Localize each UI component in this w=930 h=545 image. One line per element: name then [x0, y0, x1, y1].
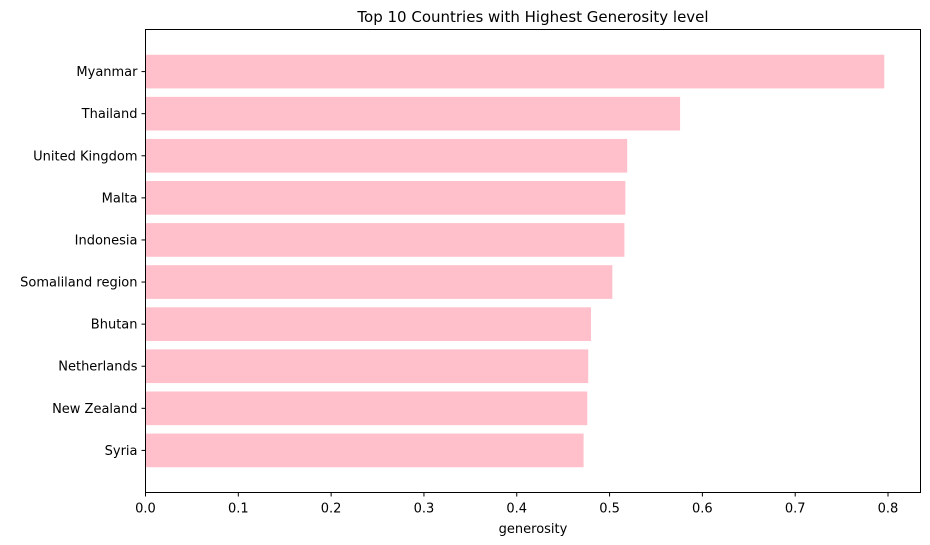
x-tick-label: 0.2	[321, 502, 342, 517]
x-axis: 0.0 0.1 0.2 0.3 0.4 0.5 0.6 0.7 0.8	[135, 492, 899, 517]
x-tick-label: 0.1	[228, 502, 249, 517]
x-tick-label: 0.7	[785, 502, 806, 517]
y-tick-label: Indonesia	[75, 233, 138, 248]
bar-indonesia	[145, 223, 625, 257]
plot-frame	[145, 29, 921, 493]
bar-thailand	[145, 96, 681, 131]
y-tick-label: Myanmar	[76, 65, 138, 80]
y-tick-label: Syria	[105, 444, 138, 459]
y-tick-label: Malta	[102, 191, 138, 206]
y-tick-label: Thailand	[81, 107, 138, 122]
y-tick-label: Bhutan	[91, 318, 138, 333]
x-axis-label: generosity	[499, 522, 568, 537]
bars-group	[145, 54, 885, 468]
x-tick-label: 0.4	[506, 502, 527, 517]
x-tick-label: 0.3	[414, 502, 435, 517]
bar-syria	[145, 433, 584, 468]
x-tick-label: 0.5	[599, 502, 620, 517]
bar-somaliland-region	[145, 265, 613, 299]
y-tick-label: United Kingdom	[33, 149, 137, 164]
bar-netherlands	[145, 349, 589, 384]
y-tick-label: New Zealand	[52, 402, 137, 417]
bar-new-zealand	[145, 391, 588, 426]
y-tick-label: Netherlands	[58, 360, 137, 375]
x-tick-label: 0.8	[878, 502, 899, 517]
bar-malta	[145, 181, 626, 215]
x-tick-label: 0.6	[692, 502, 713, 517]
bar-myanmar	[145, 54, 885, 89]
bar-united-kingdom	[145, 138, 628, 173]
y-tick-label: Somaliland region	[20, 276, 137, 291]
bar-bhutan	[145, 307, 592, 341]
chart-title: Top 10 Countries with Highest Generosity…	[356, 8, 708, 26]
x-tick-label: 0.0	[135, 502, 156, 517]
y-axis: Myanmar Thailand United Kingdom Malta Indone…	[20, 65, 146, 459]
